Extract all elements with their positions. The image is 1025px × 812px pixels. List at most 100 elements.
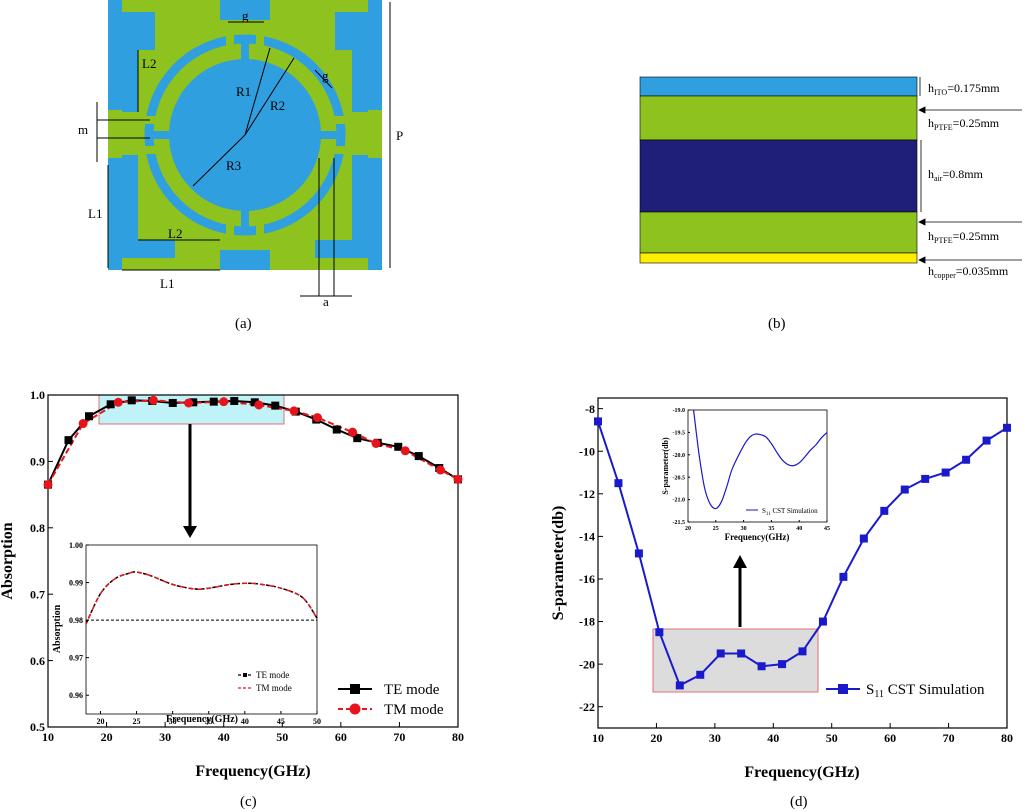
s11-point: [962, 455, 971, 464]
x-tick-label: 40: [796, 526, 802, 532]
te-mode-point: [414, 452, 423, 461]
label-h-copper: hcopper=0.035mm: [928, 264, 1009, 280]
layer-ptfe-top: [639, 95, 918, 141]
c-inset-legend: TE mode TM mode: [238, 670, 292, 693]
layer-ito: [639, 76, 918, 97]
x-tick-label: 70: [393, 730, 405, 744]
tm-mode-point: [78, 419, 88, 429]
label-l2-left: L2: [142, 56, 156, 71]
d-plot-frame: [597, 397, 1008, 729]
layer-air: [639, 139, 918, 213]
s11-point: [614, 479, 623, 488]
inset-te-line: [85, 571, 318, 625]
x-tick-label: 35: [205, 717, 213, 726]
label-l2-bottom: L2: [168, 226, 182, 241]
s11-point: [675, 681, 684, 690]
c-xlabel: Frequency(GHz): [195, 763, 310, 780]
label-r1: R1: [236, 84, 251, 99]
label-a: a: [323, 294, 329, 309]
panel-a-unit-cell: g g L2 L2 L1 L1 R1 R2 R3 m a P (a): [78, 0, 403, 332]
c-inset-xlabel: Frequency(GHz): [166, 714, 238, 725]
tm-mode-point: [113, 397, 123, 407]
y-tick-label: 0.9: [30, 455, 45, 469]
c-main-axes: 10 20 30 40 50 60 70 80 0.5 0.6 0.7 0.8 0.9 1.0: [30, 388, 464, 744]
tm-mode-point: [43, 480, 53, 490]
outer-ring: [144, 34, 346, 236]
c-legend-te: TE mode: [384, 682, 440, 698]
s11-point: [716, 649, 725, 658]
s11-point: [818, 617, 827, 626]
c-main-series: [43, 395, 463, 490]
d-inset-axes: 20 25 30 35 40 45 -21.5 -21.0 -20.5 -20.0 -19.5 -19…: [673, 408, 831, 532]
s11-point: [982, 436, 991, 445]
tm-mode-point: [184, 398, 194, 408]
s11-point: [696, 670, 705, 679]
s11-point: [880, 506, 889, 515]
s11-point: [941, 468, 950, 477]
label-g-top: g: [242, 8, 249, 23]
y-tick-label: 0.5: [30, 720, 45, 734]
x-tick-label: 10: [592, 731, 604, 745]
te-mode-point: [209, 397, 218, 406]
x-tick-label: 30: [741, 526, 747, 532]
te-mode-point: [250, 398, 259, 407]
label-h-ptfe-bottom: hPTFE=0.25mm: [928, 229, 1000, 245]
x-tick-label: 20: [96, 717, 104, 726]
d-arrow-head: [733, 555, 747, 568]
s11-point: [798, 647, 807, 656]
panel-d-sparameter-chart: 10 20 30 40 50 60 70 80-22-20-18-16-14-12-10-8 …: [550, 397, 1013, 810]
s11-point: [1003, 423, 1011, 432]
y-tick-label: -19.5: [673, 431, 686, 437]
d-inset-series: [693, 409, 828, 510]
x-tick-label: 45: [824, 526, 830, 532]
c-arrow-head: [183, 526, 197, 538]
y-tick-label: 0.7: [30, 587, 45, 601]
d-inset-legend: S11 CST Simulation: [746, 507, 818, 517]
x-tick-label: 50: [826, 731, 838, 745]
c-inset-legend-te: TE mode: [256, 670, 289, 680]
d-main-legend: S11 CST Simulation: [826, 682, 985, 700]
te-mode-point: [127, 396, 136, 405]
tm-mode-point: [400, 446, 410, 456]
d-main-axes: 10 20 30 40 50 60 70 80 -22 -20 -18 -16 -14 -12 -10 -8: [579, 402, 1013, 745]
c-legend-tm: TM mode: [384, 702, 444, 718]
caption-b: (b): [768, 316, 786, 332]
corner-gap-top-left: [108, 0, 122, 110]
x-tick-label: 80: [452, 730, 464, 744]
x-tick-label: 50: [313, 717, 321, 726]
s11-point: [737, 649, 746, 658]
label-m: m: [78, 122, 88, 137]
y-tick-label: 0.6: [30, 654, 45, 668]
y-tick-label: -16: [579, 572, 595, 586]
c-ylabel: Absorption: [0, 522, 16, 599]
stub-arms: [150, 40, 340, 230]
x-tick-label: 50: [276, 730, 288, 744]
te-mode-point: [271, 401, 280, 410]
layer-copper: [639, 252, 918, 264]
tm-mode-point: [219, 397, 229, 407]
y-tick-label: 0.99: [69, 578, 83, 587]
caption-d: (d): [790, 794, 808, 810]
c-plot-frame: [47, 394, 459, 728]
y-tick-label: -10: [579, 444, 595, 458]
y-tick-label: -20.5: [673, 475, 686, 481]
te-mode-point: [85, 412, 93, 421]
d-inset-ylabel: S-parameter(db): [661, 437, 670, 495]
corner-patch-top-left: [122, 12, 155, 112]
s11-point: [778, 660, 787, 669]
y-tick-label: -19.0: [673, 408, 686, 414]
y-tick-label: -12: [579, 487, 595, 501]
label-l1-left: L1: [88, 206, 102, 221]
y-tick-label: 0.8: [30, 521, 45, 535]
label-r2: R2: [270, 98, 285, 113]
x-tick-label: 30: [159, 730, 171, 744]
y-tick-label: 0.96: [69, 691, 83, 700]
x-tick-label: 20: [650, 731, 662, 745]
c-inset-legend-tm: TM mode: [256, 683, 292, 693]
s11-point: [634, 549, 643, 558]
te-mode-point: [353, 434, 362, 443]
label-g-ring: g: [322, 68, 329, 83]
te-mode-point: [394, 442, 403, 451]
panel-b-layer-stack: hITO=0.175mm hPTFE=0.25mm hair=0.8mm hPT…: [639, 76, 1022, 332]
c-inset-frame: [85, 544, 318, 715]
